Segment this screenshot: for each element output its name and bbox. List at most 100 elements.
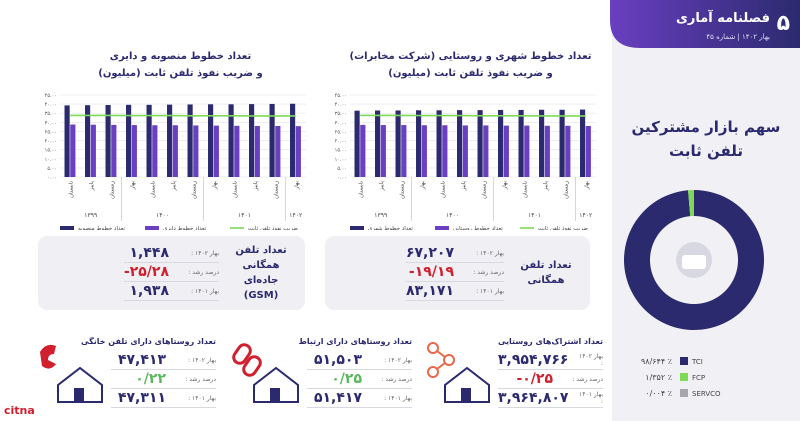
rural-network-icon [427, 342, 490, 403]
x-tick-label: بهار [130, 181, 136, 191]
row-label: درصد رشد : [572, 375, 603, 383]
row-label: بهار ۱۴۰۱ : [191, 287, 219, 295]
card-title: تعداد تلفن همگانی [520, 260, 572, 286]
issue-number: ۵ [777, 11, 790, 36]
stat-row: درصد رشد : -۱۹/۱۹ [405, 264, 504, 282]
legend-swatch [350, 226, 364, 230]
bar [193, 125, 199, 177]
x-tick-label: زمستان [273, 181, 279, 199]
x-tick-label: بهار [294, 181, 300, 191]
y-tick-label: ۳۰.۰۰ [45, 120, 57, 126]
stat-rows: بهار ۱۴۰۲ :۱,۴۴۸ درصد رشد : -۲۵/۲۸ بهار ۱۴۰… [123, 245, 219, 301]
bar [234, 125, 240, 177]
x-group-label: ۱۴۰۲ [289, 212, 302, 219]
home-phone-icon [40, 344, 103, 403]
stat-card: تعداد اشتراک‌های روستایی بهار ۱۴۰۲ : ۳,۹۵۴… [425, 336, 603, 416]
bar [395, 110, 401, 177]
y-tick-label: ۱۵.۰۰ [335, 148, 347, 154]
row-value: ۰/۲۵ [331, 371, 362, 387]
bar [421, 125, 427, 177]
y-tick-label: ۴۵.۰۰ [335, 93, 347, 99]
y-tick-label: ۱۰.۰۰ [335, 157, 347, 163]
stat-row: بهار ۱۴۰۲ : ۱,۴۴۸ [123, 245, 219, 263]
bar [85, 105, 91, 177]
row-label: بهار ۱۴۰۲ : [476, 249, 504, 257]
row-label: بهار ۱۴۰۱ : [476, 287, 504, 295]
x-tick-label: زمستان [481, 181, 487, 199]
bar [539, 109, 545, 177]
row-value: -۲۵/۲۸ [123, 264, 169, 280]
bar [380, 125, 386, 177]
bar [131, 125, 137, 177]
logo: citna [4, 404, 35, 417]
stat-row: بهار ۱۴۰۲ : ۳,۹۵۴,۷۶۶ [498, 352, 603, 370]
bar [503, 125, 509, 177]
line [70, 114, 296, 117]
stat-rows: بهار ۱۴۰۲ : ۴۷,۴۱۳ درصد رشد : ۰/۲۲ بهار ۱۴۰۱… [111, 352, 216, 408]
x-tick-label: تابستان [68, 181, 74, 198]
row-value: ۴۷,۴۱۳ [117, 352, 166, 368]
y-tick-label: ۴۰.۰۰ [45, 102, 57, 108]
bar [477, 110, 483, 177]
row-value: ۸۳,۱۷۱ [405, 283, 454, 299]
bar [436, 110, 442, 177]
legend-swatch [60, 226, 74, 230]
row-value: ۴۷,۳۱۱ [117, 390, 166, 406]
stat-row: درصد رشد : -۲۵/۲۸ [123, 264, 219, 282]
stat-row: درصد رشد : ۰/۲۵ [307, 371, 412, 389]
header-title: فصلنامه آماری [676, 9, 770, 26]
stat-row: بهار ۱۴۰۱ : ۸۳,۱۷۱ [405, 283, 504, 301]
bar [70, 124, 76, 177]
row-value: ۳,۹۶۴,۸۰۷ [498, 390, 569, 406]
y-tick-label: ۳۵.۰۰ [45, 111, 57, 117]
row-label: بهار ۱۴۰۱ : [579, 391, 603, 405]
bar [483, 125, 489, 177]
x-tick-label: پاییز [379, 181, 385, 192]
bar [249, 104, 255, 177]
chart: تعداد خطوط شهری و روستایی (شرکت مخابرات)… [335, 51, 596, 230]
bar [457, 110, 463, 177]
row-value: ۱,۹۳۸ [129, 283, 170, 299]
bar [462, 125, 468, 177]
legend-label: تعداد خطوط روستایی [453, 226, 503, 230]
legend-label: SERVCO [692, 390, 721, 398]
y-tick-label: ۳۵.۰۰ [335, 111, 347, 117]
x-group-label: ۱۴۰۰ [446, 212, 459, 219]
legend-label: تعداد خطوط شهری [368, 226, 413, 230]
row-value: ۰/۲۲ [135, 371, 166, 387]
row-label: بهار ۱۴۰۲ : [579, 353, 603, 367]
x-group-label: ۱۳۹۹ [374, 212, 387, 219]
x-tick-label: بهار [502, 181, 508, 191]
x-group-label: ۱۴۰۱ [528, 212, 541, 219]
legend-label: FCP [692, 374, 705, 382]
bar [254, 125, 260, 177]
stat-row: درصد رشد : -۰/۲۵ [498, 371, 603, 389]
row-label: درصد رشد : [473, 268, 504, 276]
x-tick-label: بهار [212, 181, 218, 191]
chart-title: تعداد خطوط منصوبه و دایری [110, 51, 252, 62]
legend-swatch [435, 226, 449, 230]
card-title: تعداد اشتراک‌های روستایی [497, 337, 603, 346]
card-title: تعداد روستاهای دارای ارتباط [298, 337, 412, 346]
x-tick-label: تابستان [358, 181, 364, 198]
bar [354, 110, 360, 177]
x-tick-label: زمستان [399, 181, 405, 199]
stat-row: درصد رشد : ۰/۲۲ [111, 371, 216, 389]
x-tick-label: زمستان [109, 181, 115, 199]
x-tick-label: بهار [584, 181, 590, 191]
bar [90, 124, 96, 177]
legend-label: تعداد خطوط منصوبه [78, 226, 126, 230]
y-tick-label: ۰.۰۰ [337, 175, 347, 181]
bar [64, 105, 70, 177]
bar [518, 109, 524, 177]
bar [187, 104, 193, 177]
row-label: درصد رشد : [188, 268, 219, 276]
x-group-label: ۱۴۰۰ [156, 212, 169, 219]
x-tick-label: بهار [420, 181, 426, 191]
bar [126, 104, 132, 177]
bar [152, 125, 158, 177]
bar [269, 103, 275, 177]
row-label: درصد رشد : [185, 375, 216, 383]
stat-row: بهار ۱۴۰۲ : ۶۷,۲۰۷ [405, 245, 504, 263]
